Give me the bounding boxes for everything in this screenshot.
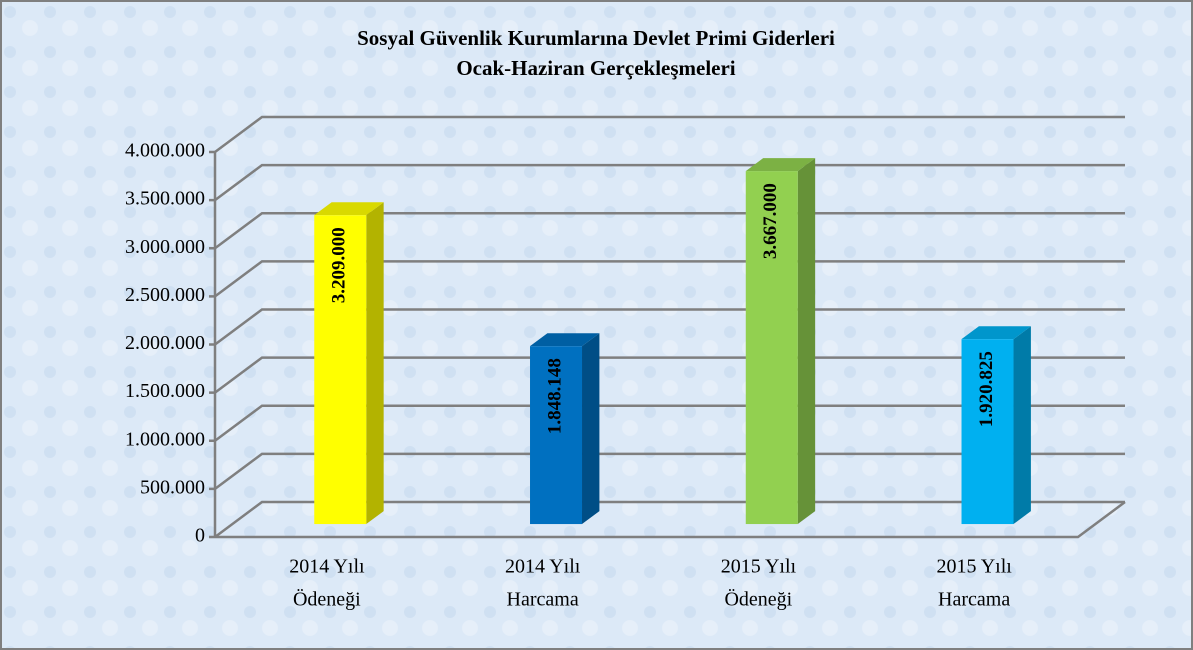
y-tick-label: 3.500.000 xyxy=(125,188,205,210)
bar-top xyxy=(745,158,816,172)
data-label: 1.920.825 xyxy=(976,351,997,427)
bar xyxy=(314,202,384,525)
x-tick-label: Ödeneği xyxy=(293,588,361,611)
grid-line xyxy=(214,356,1125,394)
grid-line xyxy=(214,115,1125,154)
bar-top xyxy=(314,202,384,216)
x-tick-label: 2014 Yılı xyxy=(505,556,581,578)
grid-line xyxy=(214,500,1125,539)
y-tick-label: 2.500.000 xyxy=(125,284,205,306)
data-label: 3.209.000 xyxy=(329,227,350,303)
bar-top xyxy=(961,326,1031,340)
grid-line xyxy=(214,308,1125,346)
bar-side xyxy=(797,158,816,525)
bar-front xyxy=(745,171,798,525)
grid-line xyxy=(214,452,1125,490)
y-tick-label: 1.500.000 xyxy=(125,380,205,402)
y-tick-label: 3.000.000 xyxy=(125,236,205,258)
bar xyxy=(530,333,600,525)
floor xyxy=(215,500,1126,539)
y-tick-label: 2.000.000 xyxy=(125,332,205,354)
x-tick-label: 2015 Yılı xyxy=(936,556,1012,578)
bar xyxy=(745,158,816,525)
bar-side xyxy=(1013,326,1031,525)
bar-side xyxy=(582,333,600,525)
y-tick-label: 0 xyxy=(195,525,205,547)
bar-side xyxy=(366,202,384,525)
chart-title: Sosyal Güvenlik Kurumlarına Devlet Primi… xyxy=(357,26,835,50)
x-tick-label: 2014 Yılı xyxy=(289,556,365,578)
chart-subtitle: Ocak-Haziran Gerçekleşmeleri xyxy=(456,56,735,80)
bar-top xyxy=(530,333,600,347)
y-tick-label: 500.000 xyxy=(140,476,205,498)
x-tick-label: Ödeneği xyxy=(724,588,792,611)
x-tick-label: Harcama xyxy=(938,589,1010,611)
x-tick-label: Harcama xyxy=(507,589,579,611)
grid-line xyxy=(214,212,1125,250)
grid-line xyxy=(214,163,1125,202)
y-tick-label: 4.000.000 xyxy=(125,140,205,162)
x-tick-label: 2015 Yılı xyxy=(721,556,797,578)
y-tick-label: 1.000.000 xyxy=(125,428,205,450)
bar xyxy=(961,326,1031,525)
bar-front xyxy=(314,215,367,525)
data-label: 1.848.148 xyxy=(544,358,565,434)
bar-front xyxy=(961,339,1014,525)
grid-line xyxy=(214,404,1125,442)
grid-line xyxy=(214,260,1125,298)
bar-front xyxy=(530,346,583,525)
data-label: 3.667.000 xyxy=(760,183,781,259)
